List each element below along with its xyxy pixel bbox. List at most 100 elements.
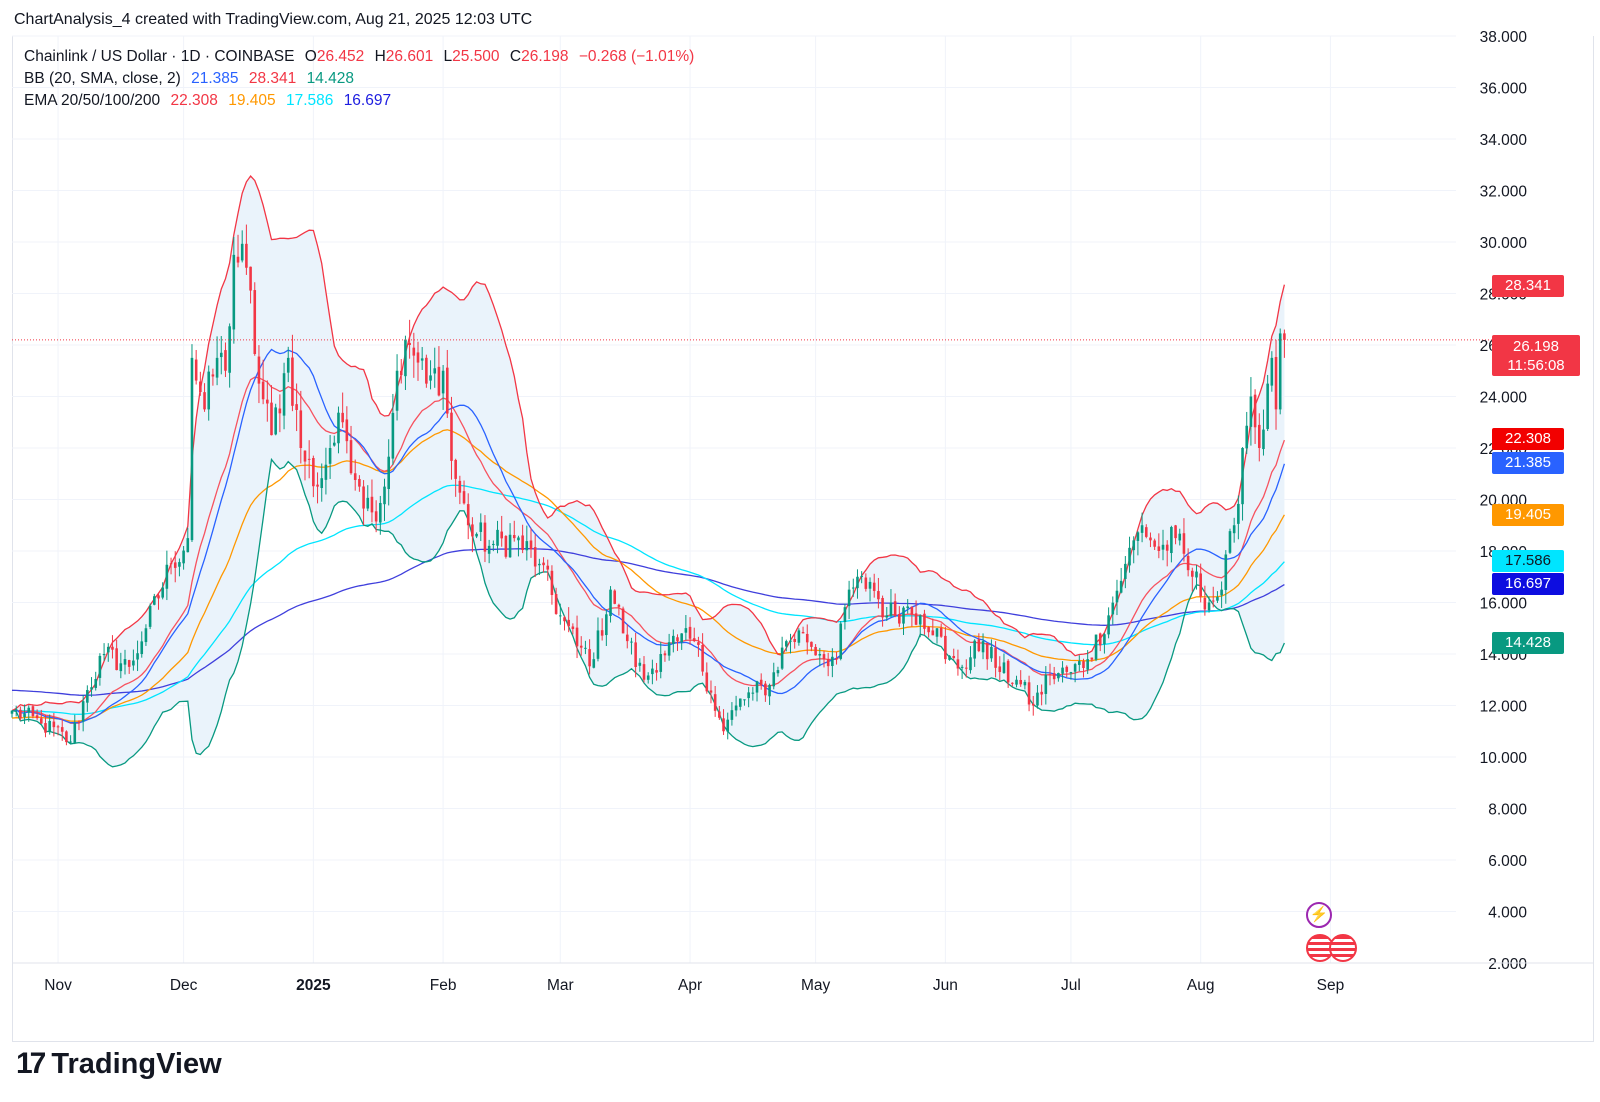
candle-body[interactable]: [659, 654, 663, 672]
candle-body[interactable]: [1241, 448, 1244, 505]
candle-body[interactable]: [1090, 657, 1094, 660]
candle-body[interactable]: [1220, 589, 1223, 596]
candle-body[interactable]: [454, 459, 457, 479]
candle-body[interactable]: [278, 408, 282, 414]
candle-body[interactable]: [822, 654, 826, 660]
candle-body[interactable]: [249, 266, 252, 291]
candle-body[interactable]: [450, 412, 453, 461]
candle-body[interactable]: [303, 450, 307, 462]
candle-body[interactable]: [801, 631, 805, 634]
us-flag-event-icon-2[interactable]: [1329, 934, 1357, 962]
candle-body[interactable]: [1098, 633, 1102, 646]
candle-body[interactable]: [274, 407, 277, 435]
candle-body[interactable]: [605, 614, 608, 636]
candle-body[interactable]: [475, 533, 478, 537]
candle-body[interactable]: [1052, 673, 1056, 680]
legend-ema-row[interactable]: EMA 20/50/100/200 22.308 19.405 17.586 1…: [24, 92, 397, 110]
candle-body[interactable]: [1182, 533, 1186, 554]
candle-body[interactable]: [713, 694, 717, 711]
candle-body[interactable]: [542, 562, 545, 566]
candle-body[interactable]: [106, 646, 110, 653]
candle-body[interactable]: [910, 606, 914, 615]
candle-body[interactable]: [1048, 674, 1052, 676]
candle-body[interactable]: [266, 399, 269, 404]
candle-body[interactable]: [94, 679, 98, 688]
candle-body[interactable]: [826, 659, 830, 667]
candle-body[interactable]: [1266, 383, 1269, 429]
ema200-line[interactable]: [11, 548, 1285, 696]
candle-body[interactable]: [408, 342, 411, 345]
candle-body[interactable]: [1107, 615, 1110, 635]
candle-body[interactable]: [575, 627, 579, 647]
candle-body[interactable]: [843, 607, 847, 623]
candle-body[interactable]: [567, 619, 570, 627]
candle-body[interactable]: [579, 645, 583, 648]
candle-body[interactable]: [935, 628, 939, 637]
candle-body[interactable]: [345, 419, 349, 442]
candle-body[interactable]: [759, 679, 763, 685]
candle-body[interactable]: [651, 668, 654, 675]
candle-body[interactable]: [1073, 664, 1077, 672]
candle-body[interactable]: [768, 684, 771, 697]
candle-body[interactable]: [810, 641, 813, 647]
candle-body[interactable]: [877, 591, 880, 600]
candle-body[interactable]: [559, 615, 562, 617]
candle-body[interactable]: [588, 649, 591, 667]
candle-body[interactable]: [337, 412, 340, 444]
candle-body[interactable]: [349, 440, 353, 474]
candle-body[interactable]: [14, 709, 18, 711]
candle-body[interactable]: [1078, 661, 1081, 665]
candle-body[interactable]: [692, 638, 696, 642]
candle-body[interactable]: [994, 647, 997, 668]
candle-body[interactable]: [458, 480, 462, 493]
candle-body[interactable]: [517, 537, 520, 541]
candle-body[interactable]: [286, 357, 290, 373]
lightning-event-icon[interactable]: ⚡: [1306, 902, 1332, 928]
candle-body[interactable]: [219, 352, 223, 358]
candle-body[interactable]: [709, 690, 713, 693]
candle-body[interactable]: [1111, 602, 1115, 615]
candle-body[interactable]: [550, 570, 554, 595]
time-axis[interactable]: Nov Dec 2025 Feb Mar Apr May Jun Jul Aug Sep: [12, 962, 1594, 994]
candle-body[interactable]: [86, 690, 89, 703]
candle-body[interactable]: [688, 626, 692, 639]
candle-body[interactable]: [429, 375, 432, 381]
candle-body[interactable]: [998, 666, 1002, 673]
ema100-line[interactable]: [12, 484, 1285, 715]
candle-body[interactable]: [1094, 634, 1098, 660]
candle-body[interactable]: [676, 637, 679, 642]
candle-body[interactable]: [898, 614, 901, 624]
candle-body[interactable]: [973, 640, 976, 659]
candle-body[interactable]: [831, 656, 834, 667]
candle-body[interactable]: [479, 522, 483, 532]
ema-label[interactable]: EMA 20/50/100/200: [24, 92, 161, 109]
candle-body[interactable]: [914, 613, 918, 625]
candle-body[interactable]: [927, 627, 930, 633]
candle-body[interactable]: [190, 357, 194, 541]
candle-body[interactable]: [1199, 573, 1202, 597]
candle-body[interactable]: [730, 710, 734, 720]
tradingview-logo[interactable]: 17 TradingView: [16, 1047, 222, 1081]
candle-body[interactable]: [960, 666, 964, 668]
candle-body[interactable]: [199, 381, 202, 393]
candle-body[interactable]: [232, 254, 236, 330]
candle-body[interactable]: [906, 606, 909, 609]
candle-body[interactable]: [776, 670, 780, 674]
candle-body[interactable]: [902, 607, 905, 624]
candle-body[interactable]: [48, 721, 51, 732]
candle-body[interactable]: [462, 491, 466, 504]
candle-body[interactable]: [1232, 525, 1236, 534]
candle-body[interactable]: [948, 655, 951, 660]
candle-body[interactable]: [387, 456, 390, 490]
candle-body[interactable]: [638, 662, 642, 666]
candle-body[interactable]: [1178, 533, 1182, 541]
candle-body[interactable]: [885, 615, 889, 618]
candle-body[interactable]: [1165, 544, 1169, 551]
candle-body[interactable]: [1061, 667, 1064, 674]
candle-body[interactable]: [127, 660, 131, 667]
candle-body[interactable]: [772, 672, 776, 687]
candle-body[interactable]: [1023, 681, 1027, 686]
candle-body[interactable]: [584, 647, 587, 649]
candle-body[interactable]: [663, 653, 667, 656]
candle-body[interactable]: [751, 692, 755, 694]
